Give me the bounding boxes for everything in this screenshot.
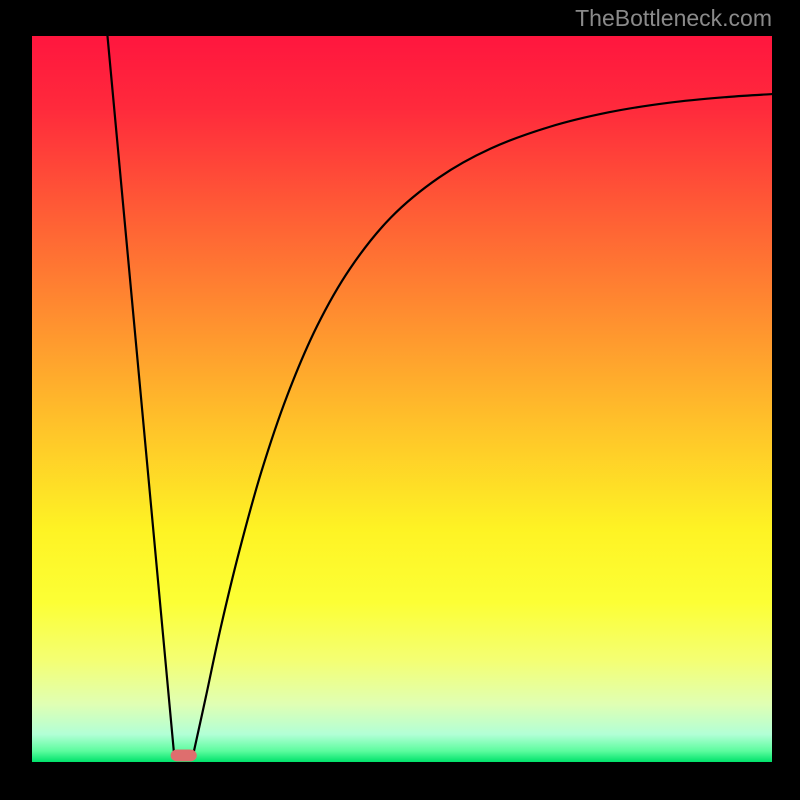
minimum-marker: [171, 750, 196, 761]
plot-area: [32, 36, 772, 762]
chart-container: TheBottleneck.com: [0, 0, 800, 800]
chart-svg: [32, 36, 772, 762]
gradient-background: [32, 36, 772, 762]
watermark-text: TheBottleneck.com: [575, 5, 772, 32]
